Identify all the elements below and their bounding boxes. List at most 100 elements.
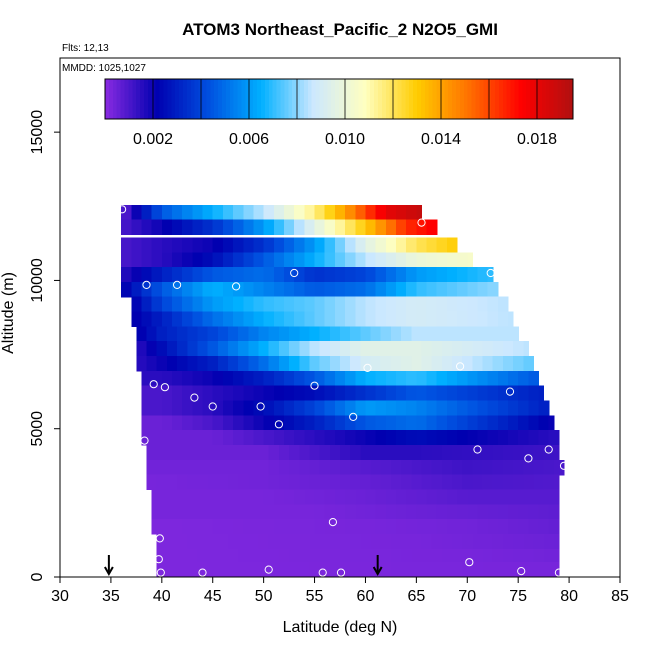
curtain-cell: [202, 430, 214, 446]
curtain-cell: [151, 430, 163, 446]
curtain-cell: [278, 445, 290, 461]
curtain-cell: [446, 252, 458, 268]
curtain-cell: [416, 400, 428, 416]
curtain-cell: [233, 296, 244, 313]
colorbar-segment: [311, 79, 317, 119]
observation-point: [149, 380, 158, 389]
curtain-cell: [396, 219, 407, 236]
curtain-cell: [197, 356, 209, 372]
curtain-cell: [350, 534, 361, 550]
curtain-cell: [324, 311, 336, 327]
curtain-cell: [243, 204, 255, 221]
curtain-cell: [309, 459, 321, 476]
curtain-cell: [289, 356, 300, 372]
curtain-cell: [390, 445, 402, 461]
curtain-cell: [467, 281, 479, 298]
curtain-row: [156, 548, 560, 565]
curtain-cell: [304, 370, 316, 387]
curtain-cell: [309, 445, 321, 461]
curtain-cell: [533, 534, 545, 550]
observation-point: [208, 402, 217, 411]
curtain-cell: [446, 370, 458, 387]
curtain-cell: [411, 548, 423, 565]
colorbar-segment: [335, 79, 340, 119]
colorbar-segment: [218, 79, 223, 119]
curtain-cell: [492, 356, 504, 372]
curtain-cell: [416, 385, 428, 402]
curtain-cell: [436, 519, 448, 535]
curtain-cell: [477, 267, 489, 283]
curtain-cell: [294, 430, 305, 446]
curtain-cell: [375, 385, 387, 402]
curtain-row: [121, 281, 499, 298]
curtain-cell: [187, 356, 199, 372]
curtain-cell: [375, 219, 387, 236]
curtain-cell: [243, 267, 255, 283]
curtain-cell: [172, 311, 183, 327]
curtain-cell: [436, 311, 448, 327]
curtain-cell: [365, 415, 377, 431]
curtain-cell: [502, 562, 514, 578]
curtain-cell: [263, 504, 275, 520]
curtain-cell: [217, 326, 229, 342]
colorbar-segment: [549, 79, 554, 119]
curtain-cell: [436, 430, 448, 446]
curtain-cell: [406, 204, 417, 221]
curtain-cell: [406, 296, 417, 313]
curtain-cell: [380, 326, 392, 342]
colorbar-segment: [128, 79, 133, 119]
observation-point: [160, 383, 169, 392]
curtain-cell: [304, 204, 316, 221]
curtain-cell: [299, 326, 311, 342]
colorbar-segment: [432, 79, 437, 119]
curtain-cell: [263, 296, 275, 313]
curtain-cell: [467, 400, 479, 416]
colorbar-segment: [350, 79, 356, 119]
curtain-cell: [523, 474, 535, 491]
curtain-cell: [390, 562, 402, 578]
colorbar-segment: [339, 79, 344, 119]
curtain-cell: [334, 415, 346, 431]
curtain-cell: [161, 430, 173, 446]
curtain-cell: [452, 459, 463, 476]
colorbar-tick-label: 0.014: [421, 131, 461, 148]
colorbar-tick-label: 0.010: [325, 131, 365, 148]
curtain-cell: [513, 562, 524, 578]
curtain-cell: [299, 548, 311, 565]
y-tick-label: 0: [29, 572, 46, 581]
curtain-cell: [334, 204, 346, 221]
curtain-cell: [156, 356, 168, 372]
curtain-cell: [263, 237, 275, 253]
curtain-cell: [166, 534, 178, 550]
curtain-cell: [334, 311, 346, 327]
curtain-cell: [192, 296, 204, 313]
curtain-cell: [329, 548, 341, 565]
curtain-cell: [294, 415, 305, 431]
curtain-cell: [202, 219, 214, 236]
curtain-cell: [228, 356, 239, 372]
curtain-cell: [513, 356, 524, 372]
curtain-cell: [472, 562, 484, 578]
curtain-cell: [385, 504, 397, 520]
curtain-cell: [462, 356, 473, 372]
curtain-cell: [151, 385, 163, 402]
curtain-cell: [192, 204, 204, 221]
curtain-cell: [131, 311, 143, 327]
colorbar-segment: [534, 79, 539, 119]
curtain-cell: [345, 237, 356, 253]
curtain-cell: [222, 204, 234, 221]
curtain-cell: [548, 415, 555, 431]
curtain-cell: [284, 430, 295, 446]
curtain-cell: [319, 534, 331, 550]
colorbar-tick-label: 0.018: [517, 131, 557, 148]
curtain-cell: [350, 548, 361, 565]
curtain-cell: [472, 548, 484, 565]
curtain-cell: [431, 341, 443, 357]
curtain-cell: [187, 548, 199, 565]
curtain-cell: [426, 415, 438, 431]
curtain-cell: [431, 474, 443, 491]
curtain-cell: [197, 341, 209, 357]
curtain-cell: [258, 445, 270, 461]
observation-point: [155, 534, 164, 543]
curtain-row: [151, 519, 560, 535]
